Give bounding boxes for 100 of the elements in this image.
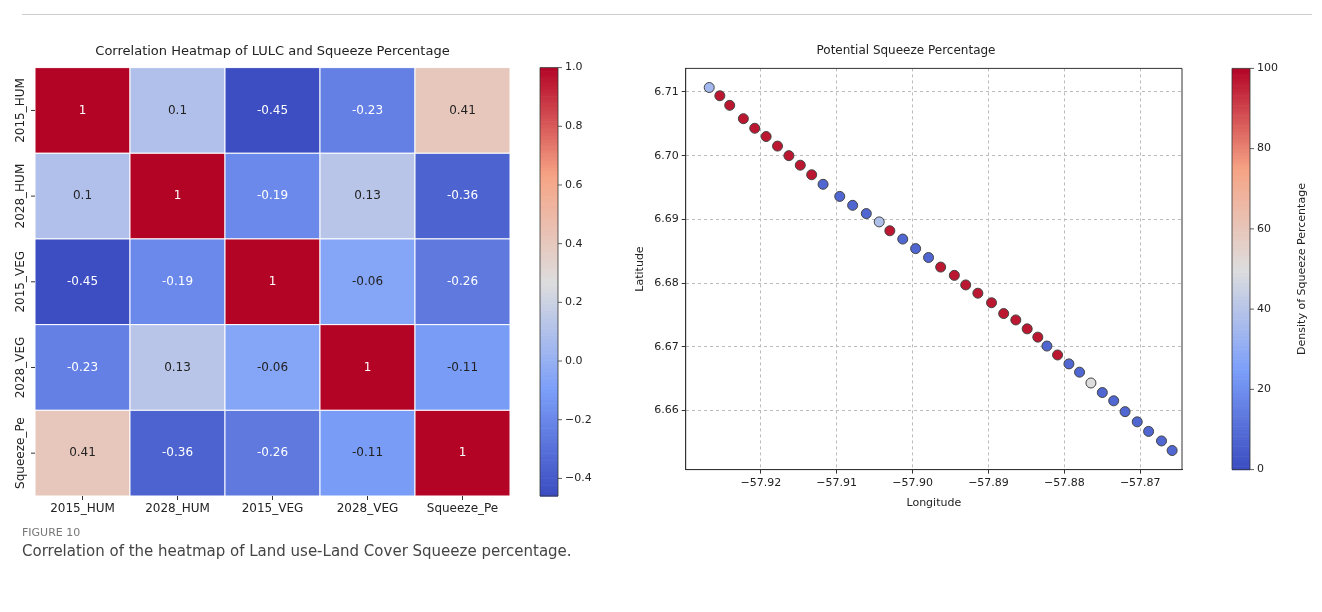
data-label: 0.41 — [449, 102, 476, 117]
chart-title: Potential Squeeze Percentage — [816, 43, 996, 58]
point — [1096, 387, 1108, 399]
point — [910, 243, 922, 255]
point — [873, 216, 885, 228]
data-label: -0.23 — [351, 102, 384, 117]
data-label: -0.06 — [351, 273, 384, 288]
point — [1052, 349, 1064, 361]
data-label: 1 — [173, 188, 182, 203]
y-tick-label: 6.67 — [654, 339, 679, 353]
point — [1041, 340, 1053, 352]
chart-title: Correlation Heatmap of LULC and Squeeze Percentage — [95, 43, 450, 59]
color-bar-label: 0.2 — [565, 295, 583, 309]
color-bar-label: 40 — [1257, 301, 1271, 315]
point — [884, 225, 896, 237]
point — [948, 269, 960, 281]
y-tick-label: 6.68 — [654, 275, 679, 289]
x-tick-label: −57.91 — [816, 476, 858, 490]
x-tick-label: −57.89 — [968, 476, 1009, 490]
y-tick-label: 6.69 — [654, 212, 679, 226]
y-tick-label: 2028_VEG — [13, 336, 28, 399]
point — [703, 82, 715, 94]
point — [998, 308, 1010, 320]
color-bar-label: 1.0 — [565, 60, 583, 74]
color-bar-label: −0.4 — [565, 471, 592, 485]
data-label: -0.19 — [161, 273, 194, 288]
y-tick-label: 2015_VEG — [13, 250, 28, 313]
data-label: 0.41 — [69, 445, 96, 460]
point — [960, 279, 972, 291]
point — [783, 150, 795, 162]
color-bar-label: 20 — [1257, 382, 1271, 396]
point — [834, 190, 846, 202]
color-bar-title: Density of Squeeze Percentage — [1294, 182, 1308, 355]
point — [986, 297, 998, 309]
point — [897, 233, 909, 245]
data-label: 1 — [268, 273, 277, 288]
point — [749, 122, 761, 134]
point — [772, 140, 784, 152]
point — [1085, 377, 1097, 389]
point — [1032, 331, 1044, 343]
point — [1166, 445, 1178, 456]
point — [724, 99, 736, 111]
x-tick-label: −57.90 — [892, 476, 933, 490]
point — [1143, 425, 1155, 437]
data-label: -0.19 — [256, 188, 289, 203]
point — [1010, 314, 1022, 326]
point — [737, 113, 749, 125]
x-tick-label: −57.92 — [740, 476, 782, 490]
point — [972, 287, 984, 299]
y-tick-label: 6.66 — [654, 403, 679, 417]
y-tick-label: 2028_HUM — [13, 163, 28, 229]
color-bar-label: 0.4 — [565, 236, 583, 250]
data-label: -0.26 — [256, 445, 289, 460]
y-tick-label: 2015_HUM — [13, 78, 28, 143]
y-tick-label: 6.70 — [654, 148, 679, 162]
caption: FIGURE 10 — [22, 526, 82, 539]
data-label: -0.45 — [66, 273, 99, 288]
point — [935, 261, 947, 273]
color-bar-label: 0.6 — [565, 177, 583, 191]
data-label: -0.36 — [161, 445, 194, 460]
data-label: 0.1 — [72, 188, 93, 203]
x-tick-label: 2028_HUM — [145, 501, 210, 516]
data-label: 1 — [363, 359, 372, 374]
data-label: -0.11 — [351, 445, 384, 460]
x-tick-label: 2015_VEG — [241, 501, 304, 516]
text: Correlation of the heatmap of Land use-Land Cover Squeeze percentage. — [22, 542, 572, 560]
point — [847, 199, 859, 211]
color-bar-label: 80 — [1257, 141, 1271, 155]
point — [760, 131, 772, 143]
point — [1156, 435, 1168, 447]
color-bar-label: 0 — [1257, 462, 1264, 476]
point — [714, 90, 726, 102]
data-label: -0.36 — [446, 188, 479, 203]
x-tick-label: 2028_VEG — [336, 501, 399, 516]
color-bar-label: 60 — [1257, 221, 1271, 235]
data-label: -0.23 — [66, 359, 99, 374]
y-axis-title: Latitude — [633, 246, 647, 292]
point — [1063, 358, 1075, 370]
data-label: 1 — [78, 102, 87, 117]
data-label: -0.06 — [256, 359, 289, 374]
point — [1074, 366, 1086, 378]
color-bar-label: −0.2 — [565, 412, 592, 426]
color-bar-label: 0.0 — [565, 353, 583, 367]
data-label: 0.13 — [164, 359, 191, 374]
x-tick-label: 2015_HUM — [50, 501, 115, 516]
data-label: -0.11 — [446, 359, 479, 374]
x-tick-label: −57.88 — [1044, 476, 1085, 490]
data-label: 0.1 — [167, 102, 188, 117]
point — [923, 252, 935, 264]
point — [1021, 323, 1033, 335]
data-label: -0.26 — [446, 273, 479, 288]
y-tick-label: 6.71 — [654, 84, 679, 98]
color-bar-label: 100 — [1257, 61, 1278, 75]
point — [794, 159, 806, 171]
point — [1108, 395, 1120, 407]
x-axis-title: Longitude — [906, 496, 962, 510]
x-tick-label: Squeeze_Pe — [426, 501, 499, 516]
point — [817, 178, 829, 190]
color-bar-label: 0.8 — [565, 119, 583, 133]
point — [860, 208, 872, 220]
